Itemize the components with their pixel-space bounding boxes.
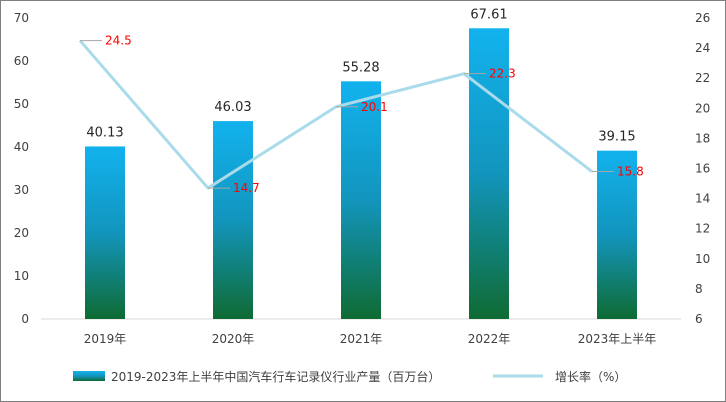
line-layer [78, 39, 593, 190]
x-tick-label: 2023年上半年 [578, 332, 657, 346]
x-tick-label: 2019年 [84, 332, 127, 346]
y-right-tick-label: 12 [695, 222, 710, 236]
bar [213, 121, 253, 319]
legend-bar-label: 2019-2023年上半年中国汽车行车记录仪行业产量（百万台） [111, 369, 440, 384]
x-tick-label: 2022年 [468, 332, 511, 346]
bar [597, 150, 637, 319]
y-left-tick-label: 30 [14, 183, 29, 197]
y-right-tick-label: 24 [695, 41, 710, 55]
bar-value-label: 55.28 [342, 60, 379, 75]
y-right-tick-label: 22 [695, 71, 710, 85]
x-tick-label: 2020年 [212, 332, 255, 346]
y-right-tick-label: 16 [695, 162, 710, 176]
y-left-tick-label: 40 [14, 140, 29, 154]
bar-value-label: 46.03 [214, 100, 251, 115]
y-left-tick-label: 70 [14, 11, 29, 25]
y-right-tick-label: 18 [695, 131, 710, 145]
rate-value-label: 20.1 [361, 100, 388, 114]
y-right-tick-label: 26 [695, 11, 710, 25]
legend-bar-swatch [73, 371, 105, 381]
y-right-tick-label: 8 [695, 282, 703, 296]
rate-value-label: 14.7 [233, 181, 260, 195]
y-left-tick-label: 50 [14, 97, 29, 111]
labels-layer: 40.13 46.03 55.28 67.61 39.15 24.5 14.7 20.1 22.… [80, 7, 644, 195]
legend: 2019-2023年上半年中国汽车行车记录仪行业产量（百万台） 增长率（%） [73, 369, 626, 384]
y-left-tick-label: 0 [21, 312, 29, 326]
y-left-tick-label: 20 [14, 226, 29, 240]
bar [341, 81, 381, 320]
bar [85, 146, 125, 319]
axes-layer: 0 10 20 30 40 50 60 70 6 8 10 12 14 16 18 20 22 24 26 2019年… [14, 11, 711, 346]
legend-line-label: 增长率（%） [555, 369, 626, 384]
bar-value-label: 67.61 [470, 7, 507, 22]
y-right-tick-label: 14 [695, 192, 710, 206]
bars-layer [85, 28, 637, 320]
rate-value-label: 24.5 [105, 34, 132, 48]
bar-value-label: 39.15 [598, 130, 635, 145]
rate-value-label: 22.3 [489, 67, 516, 81]
y-left-tick-label: 10 [14, 269, 29, 283]
bar-value-label: 40.13 [86, 125, 123, 140]
y-right-tick-label: 20 [695, 101, 710, 115]
rate-value-label: 15.8 [617, 165, 644, 179]
y-right-tick-label: 6 [695, 312, 703, 326]
y-left-tick-label: 60 [14, 54, 29, 68]
rate-line [78, 39, 593, 190]
bar [469, 28, 509, 319]
y-right-tick-label: 10 [695, 252, 710, 266]
x-tick-label: 2021年 [340, 332, 383, 346]
